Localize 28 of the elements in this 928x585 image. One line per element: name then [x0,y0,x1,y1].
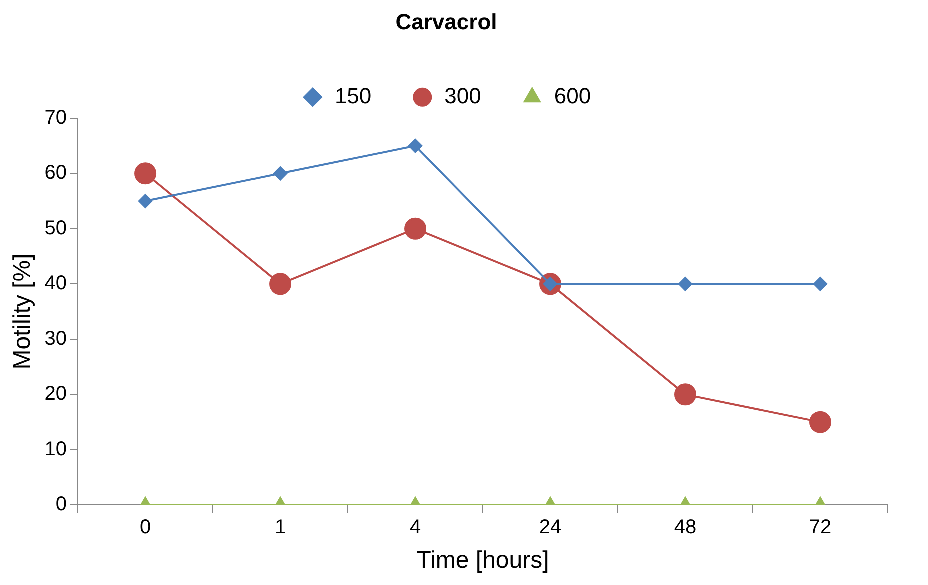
y-tick-label: 10 [44,438,68,460]
x-tick-label: 1 [274,516,286,539]
y-tick-label: 30 [44,328,68,350]
point [274,166,288,181]
point [814,277,828,292]
y-tick-label: 70 [44,106,68,129]
point [138,194,153,208]
legend-label: 600 [554,83,592,108]
y-tick-label: 0 [56,494,68,516]
point [408,139,423,154]
point [270,273,292,296]
point [404,218,427,240]
point [678,277,693,292]
x-tick-label: 24 [539,516,562,539]
point [134,162,157,185]
legend-label: 300 [444,83,482,108]
x-tick-label: 4 [410,516,422,539]
x-tick-label: 48 [674,516,697,539]
y-axis-title: Motility [%] [9,254,36,370]
y-tick-label: 60 [44,162,68,184]
x-tick-label: 0 [140,516,152,539]
x-tick-label: 72 [809,516,832,539]
y-tick-label: 20 [44,383,68,406]
y-tick-label: 40 [44,272,68,295]
y-tick-label: 50 [44,217,68,240]
x-axis-title: Time [hours] [416,547,550,574]
chart-title: Carvacrol [396,9,498,34]
legend-label: 150 [334,83,372,108]
